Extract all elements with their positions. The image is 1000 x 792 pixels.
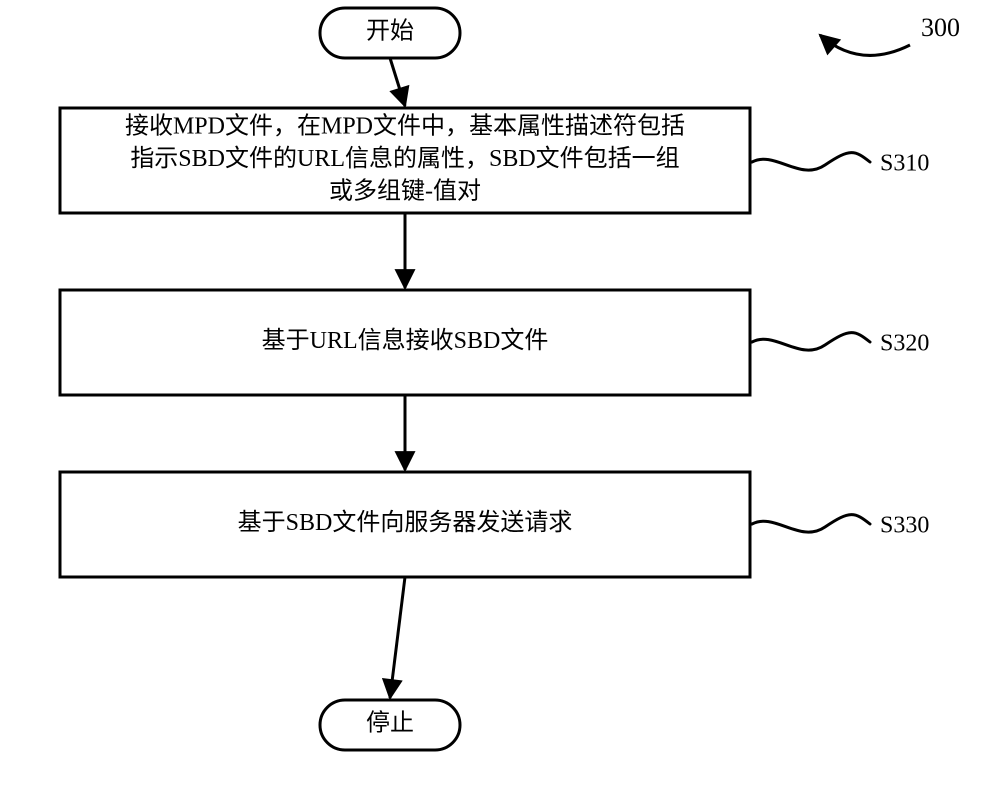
node-start-line-0: 开始 — [366, 18, 414, 45]
callout-wave-s320 — [752, 333, 870, 350]
node-s310-line-2: 或多组键-值对 — [329, 177, 481, 204]
node-stop: 停止 — [320, 700, 460, 750]
callout-wave-s310 — [752, 153, 870, 170]
step-label-s330: S330 — [880, 513, 929, 539]
node-s310-line-0: 接收MPD文件，在MPD文件中，基本属性描述符包括 — [125, 113, 685, 140]
node-s330: 基于SBD文件向服务器发送请求 S330 — [60, 472, 929, 577]
node-stop-line-0: 停止 — [366, 710, 414, 737]
figure-number: 300 — [921, 13, 960, 42]
node-start: 开始 — [320, 8, 460, 58]
node-s330-line-0: 基于SBD文件向服务器发送请求 — [238, 509, 573, 536]
node-s310: 接收MPD文件，在MPD文件中，基本属性描述符包括指示SBD文件的URL信息的属… — [60, 108, 929, 213]
node-s320: 基于URL信息接收SBD文件 S320 — [60, 290, 929, 395]
figure-number-arrow — [820, 35, 910, 55]
edge-start-s310 — [390, 58, 405, 106]
edge-s330-stop — [390, 577, 405, 698]
callout-wave-s330 — [752, 515, 870, 532]
node-s320-line-0: 基于URL信息接收SBD文件 — [262, 327, 549, 354]
step-label-s310: S310 — [880, 151, 929, 177]
step-label-s320: S320 — [880, 331, 929, 357]
node-s310-line-1: 指示SBD文件的URL信息的属性，SBD文件包括一组 — [130, 145, 679, 172]
